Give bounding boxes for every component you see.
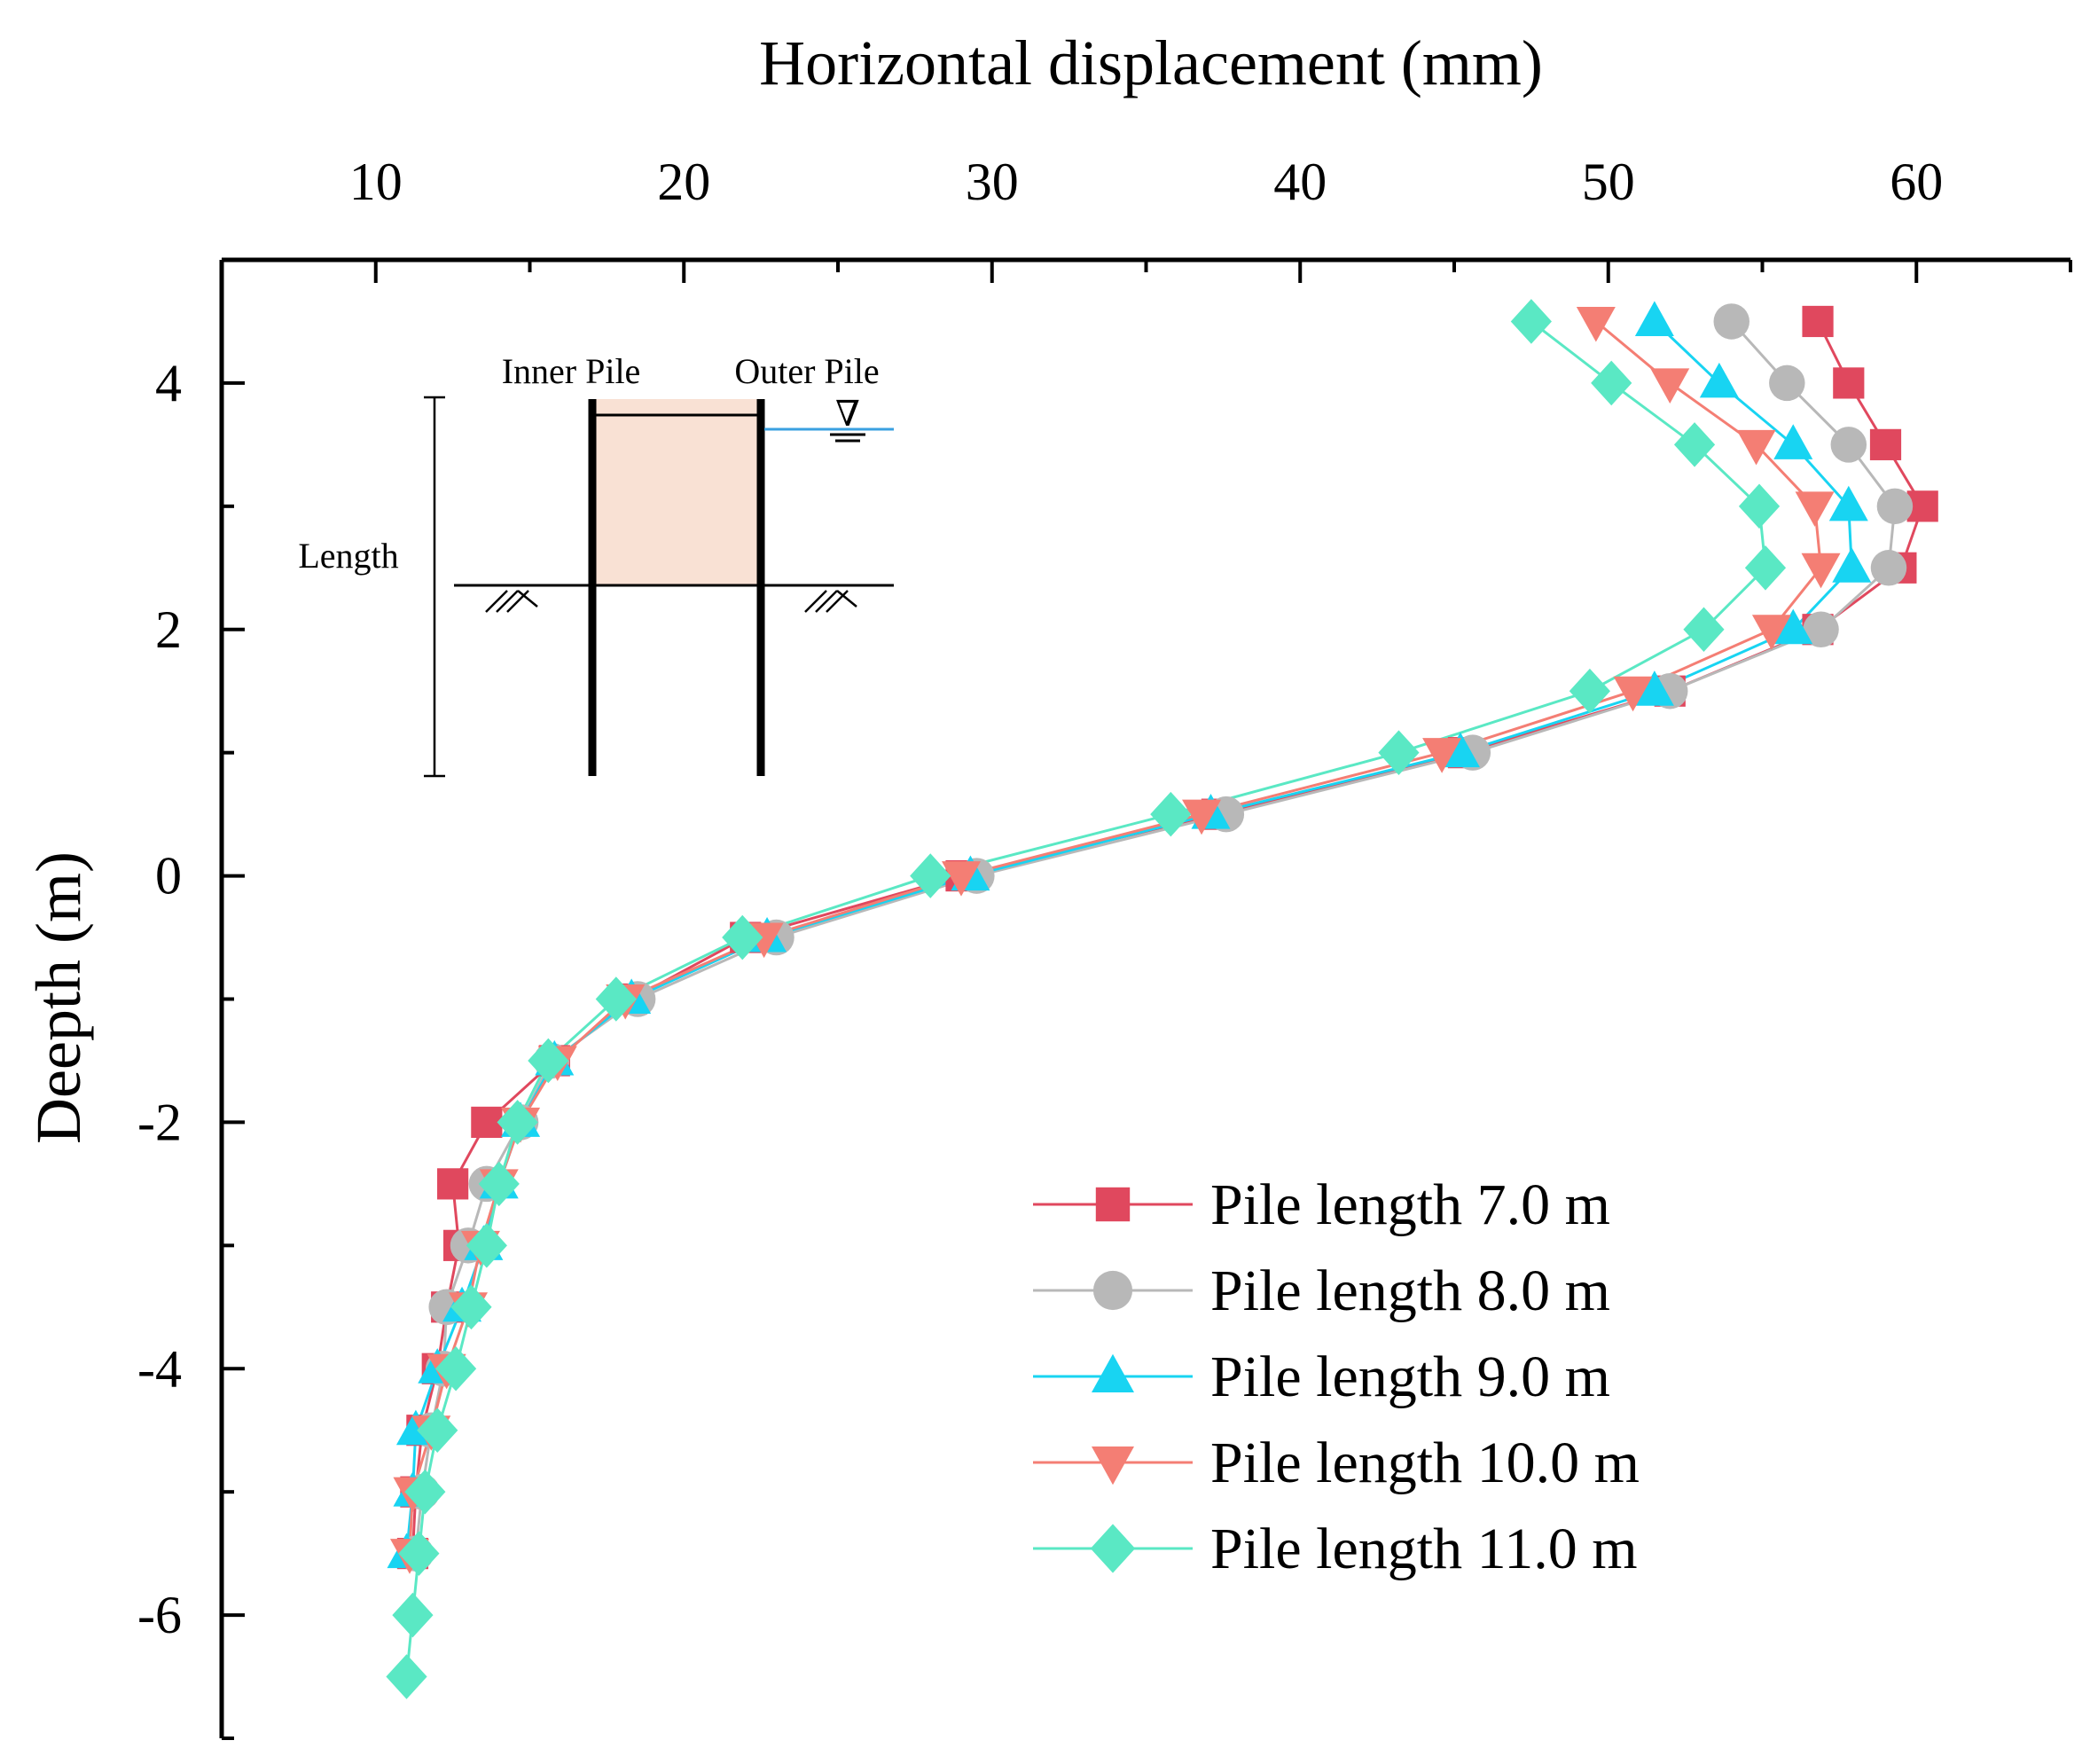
x-ticks: 10 20 30 40 50 60: [220, 153, 2072, 283]
data-point: [404, 1469, 446, 1515]
data-point: [478, 1161, 520, 1207]
data-point: [1795, 491, 1835, 527]
data-point: [1876, 488, 1914, 525]
data-point: [450, 1284, 492, 1330]
legend-label: Pile length 10.0 m: [1210, 1431, 1640, 1495]
data-point: [1803, 611, 1839, 647]
data-point: [1738, 483, 1781, 529]
data-point: [1830, 427, 1867, 463]
legend-item: Pile length 9.0 m: [1033, 1345, 1610, 1409]
legend-label: Pile length 11.0 m: [1210, 1517, 1638, 1581]
outer-pile-label: Outer Pile: [734, 351, 879, 391]
data-point: [1650, 368, 1690, 404]
x-tick-label: 40: [1273, 153, 1327, 211]
legend-marker: [1092, 1446, 1134, 1486]
data-point: [417, 1407, 458, 1454]
data-point: [437, 1168, 469, 1200]
data-point: [1736, 429, 1776, 466]
data-point: [435, 1345, 477, 1392]
x-tick-label: 50: [1582, 153, 1635, 211]
x-tick-label: 10: [349, 153, 403, 211]
length-label: Length: [298, 536, 398, 576]
data-point: [1591, 360, 1632, 406]
data-point: [497, 1100, 538, 1145]
data-point: [942, 861, 981, 897]
data-point: [1440, 732, 1480, 768]
legend-item: Pile length 11.0 m: [1033, 1517, 1638, 1581]
data-point: [1773, 608, 1813, 645]
data-point: [1182, 799, 1222, 835]
data-point: [1802, 305, 1834, 338]
legend-item: Pile length 7.0 m: [1033, 1172, 1610, 1237]
data-point: [1832, 547, 1872, 583]
inner-pile-label: Inner Pile: [502, 351, 641, 391]
legend: Pile length 7.0 m Pile length 8.0 m Pile l…: [1033, 1172, 1640, 1581]
data-point: [1713, 303, 1749, 340]
data-point: [1634, 670, 1674, 706]
data-point: [1773, 424, 1813, 459]
legend-marker: [1090, 1524, 1136, 1573]
soil-fill: [592, 399, 761, 585]
data-point: [1744, 545, 1787, 591]
y-axis-title: Deepth (m): [23, 851, 94, 1144]
data-point: [722, 914, 763, 960]
data-point: [1699, 362, 1739, 398]
data-point: [1378, 730, 1420, 775]
data-point: [910, 853, 951, 898]
series-markers-5: [386, 299, 1787, 1699]
legend-label: Pile length 7.0 m: [1210, 1172, 1610, 1237]
data-point: [1613, 676, 1653, 712]
data-point: [398, 1531, 440, 1576]
data-point: [1683, 607, 1725, 653]
data-point: [1634, 301, 1674, 336]
data-point: [1870, 550, 1907, 586]
x-tick-label: 30: [966, 153, 1019, 211]
data-point: [1673, 422, 1716, 467]
x-tick-label: 60: [1890, 153, 1943, 211]
ground-hatch-left: [485, 590, 538, 613]
data-point: [1828, 485, 1868, 521]
series-markers: [386, 299, 1938, 1699]
data-point: [1150, 791, 1192, 837]
data-point: [1576, 306, 1616, 342]
legend-label: Pile length 8.0 m: [1210, 1258, 1610, 1323]
y-tick-label: -2: [137, 1093, 182, 1151]
y-tick-label: 4: [155, 354, 182, 412]
data-point: [1422, 738, 1462, 773]
data-point: [595, 976, 637, 1022]
y-tick-label: 0: [155, 847, 182, 906]
y-tick-label: 2: [155, 600, 182, 659]
legend-marker: [1092, 1270, 1133, 1311]
water-symbol: ∇: [835, 394, 860, 434]
data-point: [1751, 615, 1791, 650]
legend-marker: [1092, 1353, 1134, 1392]
ground-hatch-right: [804, 590, 857, 613]
legend-item: Pile length 8.0 m: [1033, 1258, 1610, 1323]
data-point: [1569, 668, 1610, 714]
data-point: [1833, 367, 1865, 399]
data-point: [392, 1592, 434, 1638]
legend-marker: [1095, 1187, 1131, 1222]
legend-item: Pile length 10.0 m: [1033, 1431, 1640, 1495]
data-point: [1769, 365, 1805, 402]
pile-schematic-inset: ∇ Length Inner Pile Outer Pile: [298, 351, 894, 778]
data-point: [1869, 428, 1902, 460]
x-tick-label: 20: [657, 153, 710, 211]
y-tick-label: -4: [137, 1339, 182, 1398]
legend-label: Pile length 9.0 m: [1210, 1345, 1610, 1409]
data-point: [1801, 553, 1841, 589]
y-tick-label: -6: [137, 1586, 182, 1644]
data-point: [1510, 299, 1552, 344]
y-ticks: -6 -4 -2 0 2 4: [137, 258, 245, 1740]
data-point: [466, 1223, 507, 1268]
x-axis-title: Horizontal displacement (mm): [759, 27, 1543, 98]
data-point: [386, 1654, 427, 1699]
data-point: [528, 1038, 569, 1084]
